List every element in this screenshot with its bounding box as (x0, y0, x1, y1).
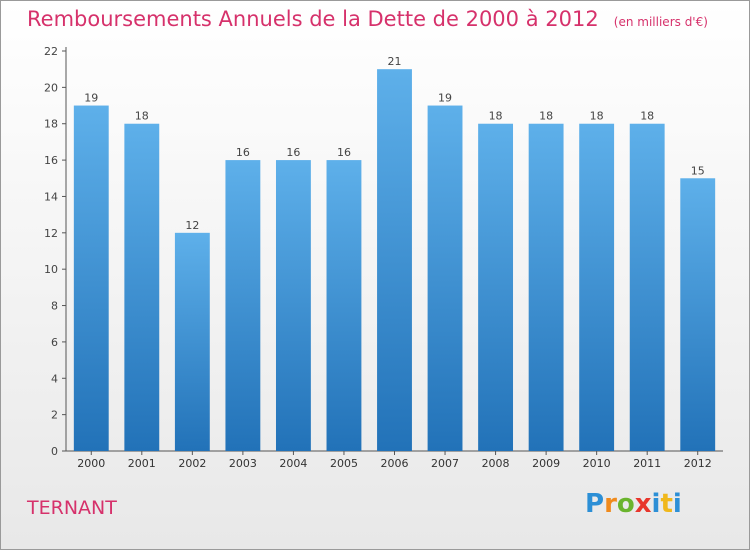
chart-title: Remboursements Annuels de la Dette de 20… (27, 7, 599, 31)
commune-name: TERNANT (27, 497, 117, 519)
x-tick-label: 2002 (178, 457, 206, 470)
x-tick-label: 2010 (583, 457, 611, 470)
title-row: Remboursements Annuels de la Dette de 20… (27, 7, 708, 31)
bar (427, 105, 463, 451)
logo-letter: o (616, 489, 635, 519)
data-label: 18 (590, 110, 604, 123)
x-tick-label: 2011 (633, 457, 661, 470)
chart-subtitle: (en milliers d'€) (613, 15, 708, 29)
bar (326, 160, 362, 451)
bar (377, 69, 412, 451)
data-label: 16 (236, 146, 250, 159)
data-label: 15 (691, 164, 705, 177)
bars-group (73, 69, 716, 452)
x-tick-label: 2009 (532, 457, 560, 470)
logo-letter: P (585, 489, 605, 519)
bar (579, 123, 615, 452)
x-tick-label: 2007 (431, 457, 459, 470)
x-tick-label: 2005 (330, 457, 358, 470)
data-label: 19 (438, 92, 452, 105)
data-label: 21 (388, 55, 402, 68)
y-tick-label: 16 (44, 154, 58, 167)
bar (528, 123, 564, 452)
y-tick-label: 18 (44, 118, 58, 131)
x-tick-label: 2000 (77, 457, 105, 470)
y-tick-label: 10 (44, 263, 58, 276)
data-label: 16 (286, 146, 300, 159)
bar (225, 160, 261, 451)
data-label: 12 (185, 219, 199, 232)
proxiti-logo[interactable]: Proxiti (585, 489, 682, 519)
data-label: 18 (135, 110, 149, 123)
x-tick-label: 2003 (229, 457, 257, 470)
x-tick-label: 2012 (684, 457, 712, 470)
x-tick-label: 2004 (279, 457, 307, 470)
y-tick-label: 2 (51, 409, 58, 422)
y-tick-label: 6 (51, 336, 58, 349)
y-tick-label: 20 (44, 81, 58, 94)
bar (124, 123, 160, 452)
y-tick-label: 14 (44, 190, 58, 203)
x-tick-label: 2006 (381, 457, 409, 470)
data-label: 18 (489, 110, 503, 123)
y-tick-label: 12 (44, 227, 58, 240)
data-label: 19 (84, 92, 98, 105)
logo-letter: t (660, 489, 673, 519)
bar (680, 178, 716, 452)
data-label: 16 (337, 146, 351, 159)
logo-letter: x (634, 489, 652, 519)
data-label: 18 (539, 110, 553, 123)
bar (629, 123, 665, 452)
y-tick-label: 8 (51, 300, 58, 313)
logo-letter: i (672, 489, 682, 519)
bar (174, 232, 210, 451)
labels-group: 2000 19 2001 18 2002 12 2003 16 2004 16 2005 16 2006… (77, 55, 711, 470)
logo-letter: i (651, 489, 661, 519)
y-tick-label: 0 (51, 445, 58, 458)
bar (73, 105, 109, 451)
data-label: 18 (640, 110, 654, 123)
logo-letter: r (604, 489, 617, 519)
y-tick-label: 22 (44, 45, 58, 58)
bar (275, 160, 311, 451)
bar (478, 123, 514, 452)
x-tick-label: 2008 (482, 457, 510, 470)
x-tick-label: 2001 (128, 457, 156, 470)
y-tick-label: 4 (51, 372, 58, 385)
